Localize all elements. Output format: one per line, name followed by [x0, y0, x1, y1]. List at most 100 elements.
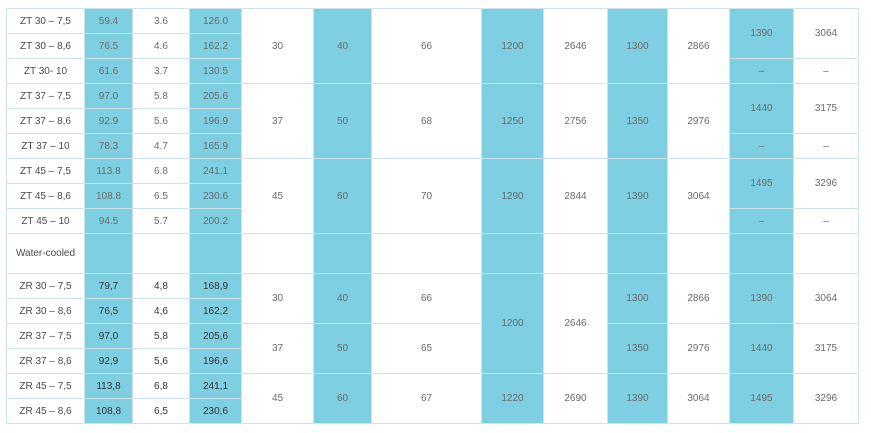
- table-row: ZR 30 – 7,5 79,7 4,8 168,9 30 40 66 1200…: [6, 273, 859, 374]
- weight-cell: 1290: [481, 158, 544, 234]
- power-hp-cell: 40: [313, 8, 372, 84]
- value-cell: 78.3: [84, 133, 133, 159]
- weight-cell: –: [729, 208, 794, 234]
- value-cell: 5.6: [132, 108, 190, 134]
- weight-cell: –: [793, 208, 859, 234]
- model-cell: ZT 30 – 7,5: [6, 8, 85, 34]
- value-cell: 5.8: [132, 83, 190, 109]
- value-cell: 241.1: [189, 158, 242, 184]
- weight-cell: –: [793, 133, 859, 159]
- value-cell: 200.2: [189, 208, 242, 234]
- empty-cell: [607, 233, 668, 274]
- value-cell: 108.8: [84, 183, 133, 209]
- model-cell: ZR 45 – 7,5: [6, 373, 85, 399]
- weight-cell: 2756: [543, 83, 608, 159]
- value-cell: 162.2: [189, 33, 242, 59]
- weight-cell: 2646: [543, 273, 608, 374]
- value-cell: 230,6: [189, 398, 242, 424]
- power-kw-cell: 45: [241, 373, 314, 424]
- value-cell: 196,6: [189, 348, 242, 374]
- power-kw-cell: 30: [241, 273, 314, 324]
- value-cell: 130.5: [189, 58, 242, 84]
- weight-cell: 3296: [793, 373, 859, 424]
- table-row: ZR 37 – 7,5 97,0 5,8 205,6 37 50 65 1350…: [6, 323, 859, 374]
- noise-cell: 66: [371, 8, 482, 84]
- empty-cell: [793, 233, 859, 274]
- model-cell: ZT 45 – 7,5: [6, 158, 85, 184]
- model-cell: ZT 45 – 8,6: [6, 183, 85, 209]
- table-row: ZR 45 – 7,5 113,8 6,8 241,1 45 60 67 122…: [6, 373, 859, 424]
- model-cell: ZR 37 – 8,6: [6, 348, 85, 374]
- value-cell: 6.5: [132, 183, 190, 209]
- noise-cell: 70: [371, 158, 482, 234]
- empty-cell: [84, 233, 133, 274]
- weight-cell: 3175: [793, 83, 859, 134]
- weight-cell: 1495: [729, 158, 794, 209]
- value-cell: 4.6: [132, 33, 190, 59]
- weight-cell: 2976: [667, 323, 730, 374]
- value-cell: 97.0: [84, 83, 133, 109]
- value-cell: 196.9: [189, 108, 242, 134]
- section-label: Water-cooled: [6, 233, 85, 274]
- value-cell: 4,8: [132, 273, 190, 299]
- weight-cell: 1390: [729, 273, 794, 324]
- value-cell: 94.5: [84, 208, 133, 234]
- empty-cell: [543, 233, 608, 274]
- empty-cell: [189, 233, 242, 274]
- value-cell: 92,9: [84, 348, 133, 374]
- empty-cell: [241, 233, 314, 274]
- section-divider: Water-cooled: [6, 233, 859, 274]
- weight-cell: 3064: [793, 273, 859, 324]
- noise-cell: 66: [371, 273, 482, 324]
- weight-cell: –: [729, 58, 794, 84]
- power-kw-cell: 30: [241, 8, 314, 84]
- weight-cell: 2866: [667, 8, 730, 84]
- value-cell: 3.7: [132, 58, 190, 84]
- empty-cell: [371, 233, 482, 274]
- value-cell: 241,1: [189, 373, 242, 399]
- weight-cell: 3064: [667, 373, 730, 424]
- weight-cell: –: [793, 58, 859, 84]
- empty-cell: [313, 233, 372, 274]
- section-label-row: Water-cooled: [6, 233, 859, 274]
- weight-cell: 1390: [607, 373, 668, 424]
- model-cell: ZT 37 – 8,6: [6, 108, 85, 134]
- value-cell: 168,9: [189, 273, 242, 299]
- noise-cell: 65: [371, 323, 482, 374]
- weight-cell: 1350: [607, 83, 668, 159]
- weight-cell: 1250: [481, 83, 544, 159]
- power-hp-cell: 60: [313, 158, 372, 234]
- value-cell: 3.6: [132, 8, 190, 34]
- value-cell: 5,8: [132, 323, 190, 349]
- weight-cell: 2976: [667, 83, 730, 159]
- weight-cell: 3064: [793, 8, 859, 59]
- model-cell: ZT 37 – 7,5: [6, 83, 85, 109]
- weight-cell: –: [729, 133, 794, 159]
- table-row: ZT 45 – 8,6 108.8 6.5 230.6: [6, 183, 859, 209]
- weight-cell: 1220: [481, 373, 544, 424]
- model-cell: ZR 30 – 7,5: [6, 273, 85, 299]
- value-cell: 4.7: [132, 133, 190, 159]
- weight-cell: 2844: [543, 158, 608, 234]
- water-cooled-section: ZR 30 – 7,5 79,7 4,8 168,9 30 40 66 1200…: [6, 273, 859, 424]
- value-cell: 162,2: [189, 298, 242, 324]
- table-row: ZT 45 – 10 94.5 5.7 200.2 – –: [6, 208, 859, 234]
- weight-cell: 3296: [793, 158, 859, 209]
- weight-cell: 1300: [607, 8, 668, 84]
- table-row: ZT 37 – 8,6 92.9 5.6 196.9: [6, 108, 859, 134]
- table-row: ZR 30 – 8,6 76,5 4,6 162,2: [6, 298, 859, 324]
- power-kw-cell: 37: [241, 323, 314, 374]
- weight-cell: 1440: [729, 83, 794, 134]
- empty-cell: [132, 233, 190, 274]
- value-cell: 6,8: [132, 373, 190, 399]
- value-cell: 126.0: [189, 8, 242, 34]
- value-cell: 76,5: [84, 298, 133, 324]
- weight-cell: 2866: [667, 273, 730, 324]
- value-cell: 6,5: [132, 398, 190, 424]
- value-cell: 165.9: [189, 133, 242, 159]
- spec-table: ZT 30 – 7,5 59.4 3.6 126.0 30 40 66 1200…: [6, 8, 859, 424]
- table-row: ZT 45 – 7,5 113.8 6.8 241.1 45 60 70 129…: [6, 158, 859, 234]
- noise-cell: 68: [371, 83, 482, 159]
- value-cell: 113.8: [84, 158, 133, 184]
- weight-cell: 1200: [481, 8, 544, 84]
